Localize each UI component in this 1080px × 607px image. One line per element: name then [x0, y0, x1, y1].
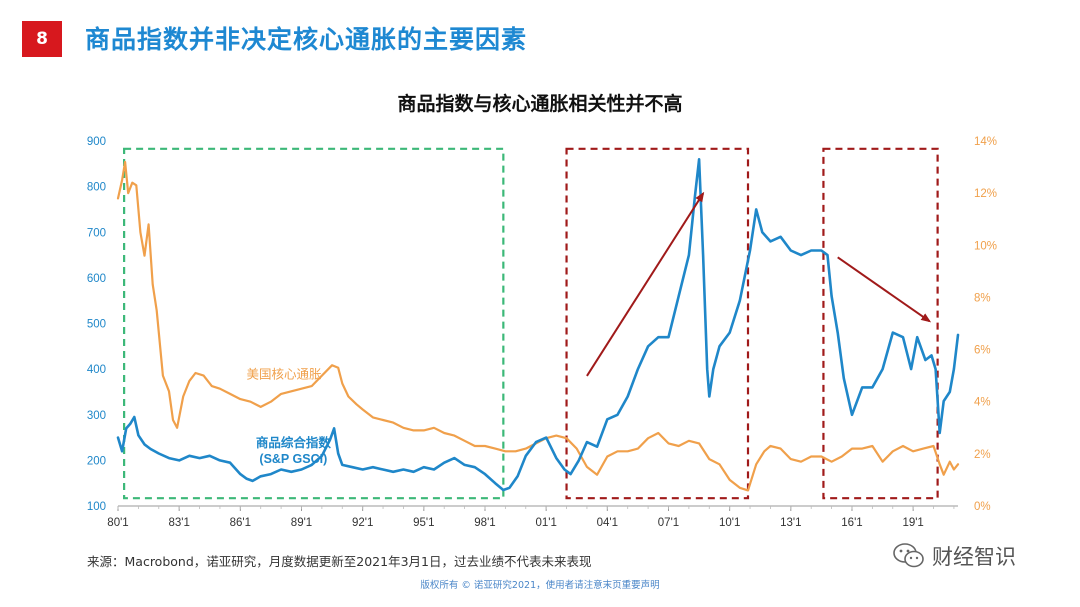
x-tick-label: 16'1 — [841, 517, 862, 529]
series-lines — [116, 158, 960, 492]
slide-number-badge: 8 — [22, 21, 62, 57]
y-right-tick-label: 10% — [974, 240, 997, 252]
wechat-icon — [893, 543, 924, 568]
y-right-tick-label: 12% — [974, 188, 997, 200]
slide-title: 商品指数并非决定核心通胀的主要因素 — [85, 25, 528, 54]
label-gsci-sub: (S&P GSCI) — [259, 452, 327, 466]
x-tick-label: 89'1 — [291, 517, 312, 529]
x-tick-label: 95'1 — [413, 517, 434, 529]
copyright-notice: 版权所有 © 诺亚研究2021，使用者请注意末页重要声明 — [420, 580, 660, 591]
trend-arrows — [586, 191, 932, 377]
x-tick-label: 19'1 — [902, 517, 923, 529]
y-left-tick-label: 900 — [87, 136, 106, 148]
highlight-box-green — [123, 147, 505, 500]
y-left-tick-label: 500 — [87, 319, 106, 331]
series-line-gsci — [116, 158, 960, 492]
x-tick-label: 80'1 — [107, 517, 128, 529]
y-left-tick-label: 400 — [87, 364, 106, 376]
y-left-tick-label: 700 — [87, 227, 106, 239]
x-tick-label: 01'1 — [535, 517, 556, 529]
label-core-inflation: 美国核心通胀 — [246, 368, 322, 382]
x-tick-label: 13'1 — [780, 517, 801, 529]
highlight-box-red — [822, 147, 939, 500]
highlight-boxes — [123, 147, 939, 500]
y-right-tick-label: 14% — [974, 136, 997, 148]
x-tick-label: 83'1 — [168, 517, 189, 529]
y-left-tick-label: 200 — [87, 455, 106, 467]
series-line-core-inflation — [116, 160, 960, 492]
x-tick-label: 04'1 — [597, 517, 618, 529]
axes: 80'1 83'1 86'1 89'1 92'1 95'1 98'1 01'1 04'1 07'1… — [87, 136, 997, 529]
source-note: 来源：Macrobond，诺亚研究，月度数据更新至2021年3月1日，过去业绩不… — [87, 554, 592, 569]
label-gsci: 商品综合指数 — [256, 435, 332, 450]
x-tick-label: 10'1 — [719, 517, 740, 529]
y-right-tick-label: 6% — [974, 345, 991, 357]
highlight-box-red — [565, 147, 750, 500]
y-right-tick-label: 4% — [974, 397, 991, 409]
watermark: 财经智识 — [892, 541, 1016, 571]
downtrend-arrow — [837, 256, 932, 323]
y-right-tick-label: 0% — [974, 501, 991, 513]
uptrend-arrow — [586, 191, 705, 377]
x-tick-label: 98'1 — [474, 517, 495, 529]
y-right-tick-label: 2% — [974, 449, 991, 461]
watermark-text: 财经智识 — [932, 545, 1016, 569]
x-tick-label: 07'1 — [658, 517, 679, 529]
x-tick-label: 86'1 — [230, 517, 251, 529]
chart-title: 商品指数与核心通胀相关性并不高 — [397, 93, 683, 115]
y-left-tick-label: 100 — [87, 501, 106, 513]
y-right-tick-label: 8% — [974, 292, 991, 304]
y-left-tick-label: 800 — [87, 182, 106, 194]
y-left-tick-label: 300 — [87, 410, 106, 422]
x-tick-label: 92'1 — [352, 517, 373, 529]
y-left-tick-label: 600 — [87, 273, 106, 285]
